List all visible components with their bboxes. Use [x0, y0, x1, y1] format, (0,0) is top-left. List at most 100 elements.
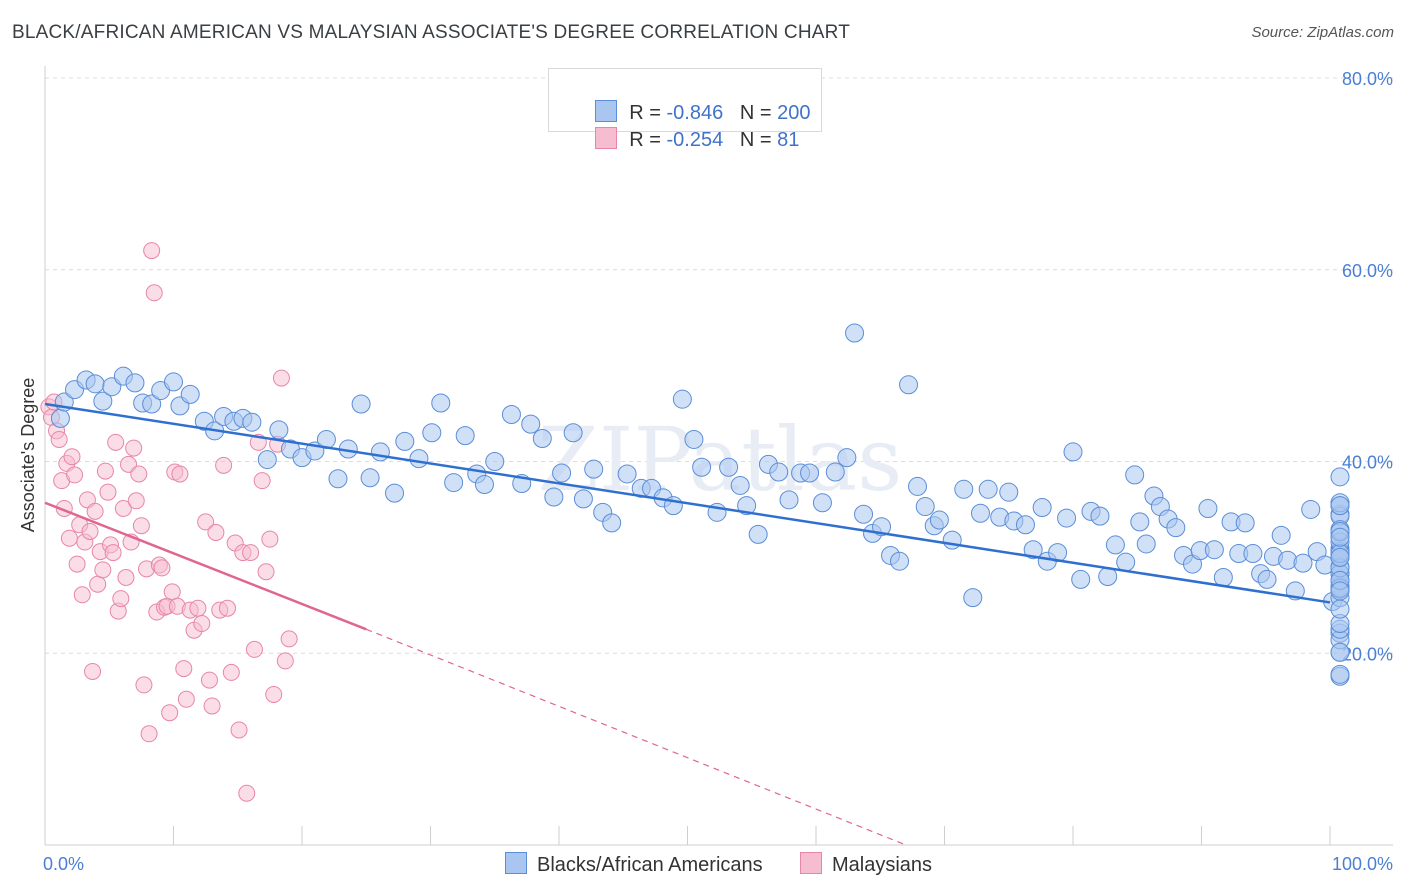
pink-point: [218, 599, 236, 617]
black-african-american-points: [50, 323, 1350, 686]
legend-row-blacks: R = -0.846 N = 200: [573, 74, 811, 124]
blue-point: [521, 414, 541, 434]
pink-point: [73, 586, 91, 604]
blue-point: [1057, 508, 1077, 528]
blue-point: [890, 551, 910, 571]
pink-point: [50, 430, 68, 448]
blue-point: [617, 464, 637, 484]
pink-point: [127, 492, 145, 510]
pink-point: [89, 575, 107, 593]
blue-point: [730, 475, 750, 495]
axes: [44, 66, 1393, 846]
blue-point: [942, 530, 962, 550]
blue-point: [455, 426, 475, 446]
pink-point: [238, 784, 256, 802]
blue-point: [1235, 513, 1255, 533]
blue-point: [125, 373, 145, 393]
blue-point: [800, 463, 820, 483]
pink-point: [99, 483, 117, 501]
legend-n-value: 81: [777, 129, 800, 151]
source-credit: Source: ZipAtlas.com: [1251, 24, 1394, 41]
y-tick-label: 20.0%: [1342, 644, 1393, 664]
legend-r-value: -0.254: [666, 129, 724, 151]
bottom-legend-swatch-blue: [505, 852, 527, 874]
blue-point: [1136, 534, 1156, 554]
blue-point: [1330, 664, 1350, 684]
blue-point: [748, 524, 768, 544]
blue-point: [1330, 642, 1350, 662]
pink-point: [207, 523, 225, 541]
blue-point: [395, 431, 415, 451]
blue-point: [1330, 467, 1350, 487]
pink-point: [245, 640, 263, 658]
blue-point: [1166, 518, 1186, 538]
blue-point: [1125, 465, 1145, 485]
blue-point: [409, 449, 429, 469]
blue-point: [444, 473, 464, 493]
blue-point: [552, 463, 572, 483]
blue-point: [584, 459, 604, 479]
pink-point: [145, 284, 163, 302]
blue-point: [963, 588, 983, 608]
pink-point: [153, 559, 171, 577]
y-tick-label: 40.0%: [1342, 453, 1393, 473]
blue-point: [929, 510, 949, 530]
blue-point: [769, 462, 789, 482]
bottom-legend-blacks: Blacks/African Americans: [505, 852, 763, 877]
blue-point: [1032, 498, 1052, 518]
blue-point: [1204, 540, 1224, 560]
correlation-legend: R = -0.846 N = 200 R = -0.254 N = 81: [548, 68, 822, 151]
y-tick-label: 60.0%: [1342, 261, 1393, 281]
legend-r-label: R =: [629, 129, 667, 151]
blue-point: [532, 428, 552, 448]
blue-point: [999, 482, 1019, 502]
blue-point: [1301, 499, 1321, 519]
pink-point: [81, 522, 99, 540]
bottom-legend-label-malaysians: Malaysians: [832, 854, 933, 876]
chart-title: BLACK/AFRICAN AMERICAN VS MALAYSIAN ASSO…: [12, 22, 851, 43]
blue-point: [845, 323, 865, 343]
pink-point: [276, 652, 294, 670]
blue-point: [684, 429, 704, 449]
blue-point: [1293, 553, 1313, 573]
bottom-legend-label-blacks: Blacks/African Americans: [537, 854, 763, 876]
pink-point: [86, 502, 104, 520]
blue-point: [1243, 544, 1263, 564]
blue-point: [1330, 527, 1350, 547]
pink-point: [257, 563, 275, 581]
blue-point: [1090, 506, 1110, 526]
blue-point: [1116, 552, 1136, 572]
pink-point: [143, 242, 161, 260]
blue-point: [501, 405, 521, 425]
pink-point: [107, 433, 125, 451]
blue-point: [1330, 496, 1350, 516]
blue-point: [672, 389, 692, 409]
pink-point: [222, 663, 240, 681]
pink-point: [272, 369, 290, 387]
blue-point: [812, 493, 832, 513]
blue-point: [1105, 535, 1125, 555]
legend-row-malaysians: R = -0.254 N = 81: [573, 101, 799, 151]
blue-point: [242, 412, 262, 432]
blue-point: [385, 483, 405, 503]
blue-point: [1071, 569, 1091, 589]
legend-swatch-blue: [595, 100, 618, 122]
pink-point: [193, 615, 211, 633]
pink-point: [261, 530, 279, 548]
pink-point: [117, 569, 135, 587]
blue-point: [602, 513, 622, 533]
pink-point: [163, 583, 181, 601]
blue-point: [899, 375, 919, 395]
blue-point: [954, 479, 974, 499]
pink-point: [253, 472, 271, 490]
blue-point: [692, 457, 712, 477]
legend-n-value: 200: [777, 102, 811, 124]
trend-lines: [44, 402, 1331, 846]
blue-point: [1330, 581, 1350, 601]
tick-labels: 20.0% 40.0% 60.0% 80.0% 0.0% 100.0%: [43, 69, 1393, 874]
pink-point: [94, 561, 112, 579]
pink-point: [140, 725, 158, 743]
blue-point: [485, 452, 505, 471]
pink-trend-extension: [366, 628, 907, 846]
